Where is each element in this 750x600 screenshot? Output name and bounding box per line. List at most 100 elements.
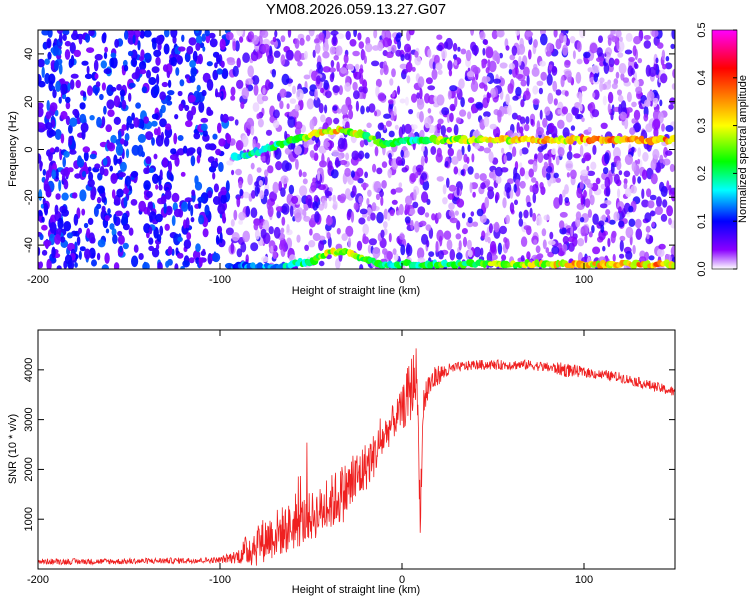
heatmap-cell: [146, 191, 153, 198]
heatmap-cell: [82, 91, 87, 98]
heatmap-cell: [313, 144, 319, 151]
heatmap-cell: [280, 35, 286, 43]
heatmap-cell: [336, 33, 345, 39]
heatmap-cell: [393, 253, 399, 261]
heatmap-cell: [643, 35, 651, 40]
heatmap-cell: [167, 90, 175, 96]
heatmap-cell: [51, 169, 57, 180]
heatmap-cell: [225, 31, 234, 41]
heatmap-cell: [105, 124, 112, 133]
heatmap-cell: [580, 169, 589, 177]
heatmap-cell: [88, 171, 94, 182]
heatmap-cell: [162, 64, 169, 72]
heatmap-cell: [467, 249, 473, 258]
heatmap-cell: [395, 34, 401, 43]
heatmap-cell: [424, 116, 432, 129]
heatmap-cell: [433, 54, 440, 65]
heatmap-cell: [517, 43, 526, 55]
heatmap-cell: [139, 60, 147, 71]
heatmap-cell: [78, 227, 82, 234]
heatmap-cell: [62, 34, 67, 41]
heatmap-cell: [264, 188, 269, 197]
heatmap-cell: [519, 167, 525, 177]
heatmap-cell: [332, 194, 337, 203]
heatmap-cell: [656, 42, 664, 49]
heatmap-cell: [543, 214, 551, 221]
spectrogram-y-ticks: -40 -20 0 20 40: [23, 48, 675, 253]
heatmap-cell: [128, 82, 136, 89]
heatmap-cell: [188, 257, 195, 264]
heatmap-cell: [404, 203, 410, 215]
heatmap-cell: [46, 100, 50, 112]
heatmap-cell: [459, 109, 467, 117]
heatmap-cell: [165, 205, 173, 216]
heatmap-cell: [380, 229, 385, 239]
heatmap-cell: [232, 65, 239, 77]
heatmap-cell: [651, 221, 655, 228]
colorbar-tick-label: 0.0: [696, 261, 708, 276]
heatmap-cell: [484, 179, 491, 187]
heatmap-cell: [94, 73, 99, 80]
heatmap-cell: [230, 86, 236, 97]
heatmap-cell: [665, 62, 673, 70]
heatmap-cell: [614, 58, 620, 66]
heatmap-cell: [408, 208, 416, 215]
heatmap-cell: [496, 109, 503, 117]
heatmap-cell: [660, 73, 668, 84]
heatmap-cell: [618, 63, 627, 75]
heatmap-cell: [287, 116, 296, 128]
heatmap-cell: [487, 189, 495, 200]
heatmap-cell: [272, 181, 279, 194]
heatmap-cell: [62, 30, 70, 36]
spectrogram-heatmap: [38, 30, 675, 269]
heatmap-cell: [389, 78, 394, 86]
heatmap-cell: [612, 253, 616, 263]
heatmap-cell: [389, 209, 395, 217]
heatmap-cell: [159, 118, 167, 128]
heatmap-cell: [212, 172, 216, 180]
heatmap-cell: [84, 73, 93, 80]
heatmap-cell: [487, 186, 494, 192]
heatmap-cell: [79, 113, 87, 124]
heatmap-cell: [351, 185, 357, 197]
heatmap-cell: [447, 147, 454, 157]
heatmap-cell: [625, 187, 632, 198]
heatmap-cell: [308, 30, 315, 37]
heatmap-cell: [303, 50, 308, 60]
heatmap-cell: [576, 187, 583, 199]
heatmap-cell: [659, 99, 663, 107]
heatmap-cell: [326, 232, 331, 239]
heatmap-cell: [231, 232, 240, 242]
heatmap-cell: [262, 43, 270, 53]
heatmap-cell: [143, 30, 152, 38]
heatmap-cell: [141, 86, 148, 94]
heatmap-cell: [404, 53, 411, 61]
heatmap-cell: [310, 181, 317, 192]
heatmap-cell: [137, 144, 144, 157]
heatmap-cell: [649, 99, 653, 107]
heatmap-cell: [210, 160, 219, 169]
heatmap-cell: [230, 219, 235, 227]
heatmap-cell: [236, 57, 241, 68]
heatmap-cell: [195, 30, 199, 34]
heatmap-cell: [57, 217, 64, 230]
heatmap-cell: [208, 143, 217, 151]
heatmap-cell: [250, 242, 259, 252]
heatmap-cell: [309, 150, 315, 158]
heatmap-cell: [366, 122, 372, 129]
heatmap-cell: [543, 153, 550, 160]
heatmap-cell: [273, 50, 281, 58]
heatmap-cell: [507, 104, 512, 116]
heatmap-cell: [630, 185, 637, 194]
heatmap-cell: [318, 103, 324, 114]
heatmap-cell: [626, 211, 631, 218]
heatmap-cell: [409, 173, 417, 183]
heatmap-cell: [399, 63, 408, 69]
heatmap-cell: [133, 117, 140, 128]
heatmap-cell: [488, 151, 494, 163]
heatmap-cell: [471, 153, 475, 163]
heatmap-cell: [80, 122, 89, 133]
heatmap-cell: [248, 31, 255, 40]
heatmap-cell: [565, 163, 573, 169]
heatmap-cell: [198, 257, 203, 268]
